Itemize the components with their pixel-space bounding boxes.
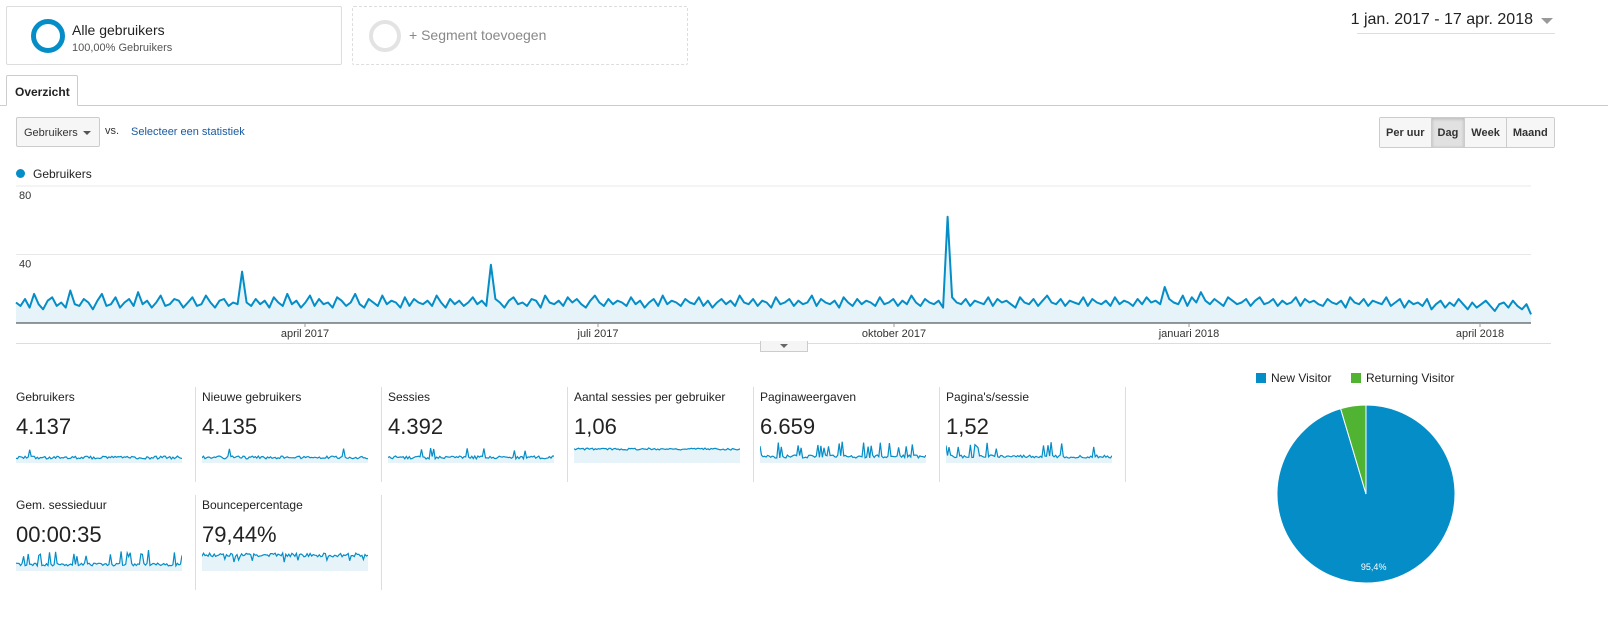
series-legend-dot (16, 169, 25, 178)
stat-label: Sessies (388, 390, 431, 404)
sparkline-line (388, 447, 554, 461)
metric-select-value: Gebruikers (24, 127, 78, 139)
sparkline-area (202, 553, 368, 571)
sparkline-line (202, 448, 368, 460)
series-legend-label[interactable]: Gebruikers (33, 167, 92, 181)
add-segment-label: + Segment toevoegen (409, 27, 547, 43)
stat-bounce-rate[interactable]: Bouncepercentage 79,44% (202, 495, 382, 590)
stat-avg-session-duration[interactable]: Gem. sessieduur 00:00:35 (16, 495, 196, 590)
segment-all-users[interactable]: Alle gebruikers 100,00% Gebruikers (6, 6, 342, 65)
stat-value: 00:00:35 (16, 522, 102, 547)
tab-bar-divider (0, 105, 1608, 106)
granularity-week-button[interactable]: Week (1465, 118, 1507, 147)
select-statistic-link[interactable]: Selecteer een statistiek (131, 126, 245, 138)
sparkline (946, 442, 1112, 463)
segment-donut-icon (31, 19, 65, 53)
legend-label: Returning Visitor (1366, 371, 1455, 385)
sparkline (760, 441, 926, 463)
stat-label: Pagina's/sessie (946, 390, 1030, 404)
stat-label: Aantal sessies per gebruiker (574, 390, 726, 404)
granularity-hour-button[interactable]: Per uur (1380, 118, 1432, 147)
empty-segment-icon (369, 20, 401, 52)
sparkline-line (574, 447, 740, 451)
stat-new-users[interactable]: Nieuwe gebruikers 4.135 (202, 387, 382, 482)
stat-pages-per-session[interactable]: Pagina's/sessie 1,52 (946, 387, 1126, 482)
stat-sessions[interactable]: Sessies 4.392 (388, 387, 568, 482)
x-tick-label: april 2018 (1456, 328, 1504, 340)
caret-down-icon (1541, 18, 1553, 24)
granularity-month-button[interactable]: Maand (1506, 118, 1554, 147)
segment-title: Alle gebruikers (72, 22, 165, 38)
sparkline-area (574, 448, 740, 463)
stat-pageviews[interactable]: Paginaweergaven 6.659 (760, 387, 940, 482)
stat-value: 6.659 (760, 414, 816, 439)
segment-subtitle: 100,00% Gebruikers (72, 42, 173, 54)
sparkline (388, 447, 554, 463)
sparkline-line (946, 442, 1112, 459)
series-line (15, 215, 1532, 315)
stat-label: Nieuwe gebruikers (202, 390, 302, 404)
sparkline-line (16, 550, 182, 568)
pie-slice (1340, 404, 1367, 495)
sparkline-line (16, 449, 182, 461)
sparkline-line (760, 441, 926, 460)
sparkline (16, 449, 182, 463)
pie-slice-label: 95,4% (1361, 562, 1387, 572)
sparkline (202, 448, 368, 463)
y-tick-label: 40 (19, 259, 31, 271)
stat-value: 1,52 (946, 414, 989, 439)
sparkline-area (16, 449, 182, 463)
date-range-picker[interactable]: 1 jan. 2017 - 17 apr. 2018 (1351, 6, 1555, 34)
legend-swatch (1256, 373, 1266, 383)
stat-label: Paginaweergaven (760, 390, 857, 404)
x-tick-label: januari 2018 (1158, 328, 1220, 340)
vs-label: vs. (105, 125, 120, 137)
users-line-chart[interactable]: 80 40 april 2017 juli 2017 oktober 2017 janua… (0, 180, 1560, 345)
stat-value: 79,44% (202, 522, 277, 547)
sparkline (574, 447, 740, 463)
x-tick-label: oktober 2017 (862, 328, 926, 340)
series-area (16, 216, 1531, 323)
visitor-type-pie-chart[interactable]: 95,4% (1276, 404, 1456, 584)
stat-sessions-per-user[interactable]: Aantal sessies per gebruiker 1,06 (574, 387, 754, 482)
stat-value: 4.392 (388, 414, 444, 439)
legend-swatch (1351, 373, 1361, 383)
chevron-down-icon (780, 344, 788, 348)
pie-legend-returning[interactable]: Returning Visitor (1351, 371, 1455, 385)
chart-collapse-handle[interactable] (760, 341, 808, 352)
tab-label: Overzicht (15, 85, 70, 99)
add-segment-button[interactable]: + Segment toevoegen (352, 6, 688, 65)
stat-label: Gebruikers (16, 390, 75, 404)
stat-value: 4.135 (202, 414, 258, 439)
sparkline (16, 550, 182, 571)
stat-label: Gem. sessieduur (16, 498, 107, 512)
sparkline-area (388, 448, 554, 463)
stat-users[interactable]: Gebruikers 4.137 (16, 387, 196, 482)
caret-down-icon (83, 131, 91, 135)
stat-value: 1,06 (574, 414, 617, 439)
granularity-toggle: Per uur Dag Week Maand (1379, 117, 1555, 148)
tab-overview[interactable]: Overzicht (6, 75, 78, 106)
granularity-day-button[interactable]: Dag (1431, 118, 1466, 147)
sparkline (202, 551, 368, 571)
sparkline-area (16, 550, 182, 571)
date-range-label: 1 jan. 2017 - 17 apr. 2018 (1350, 11, 1533, 28)
sparkline-line (202, 551, 368, 563)
metric-select[interactable]: Gebruikers (16, 117, 100, 147)
pie-legend-new[interactable]: New Visitor (1256, 371, 1331, 385)
legend-label: New Visitor (1271, 371, 1332, 385)
sparkline-area (202, 448, 368, 463)
x-tick-label: april 2017 (281, 328, 329, 340)
y-tick-label: 80 (19, 190, 31, 202)
stat-value: 4.137 (16, 414, 72, 439)
x-tick-label: juli 2017 (577, 328, 619, 340)
stat-label: Bouncepercentage (202, 498, 303, 512)
